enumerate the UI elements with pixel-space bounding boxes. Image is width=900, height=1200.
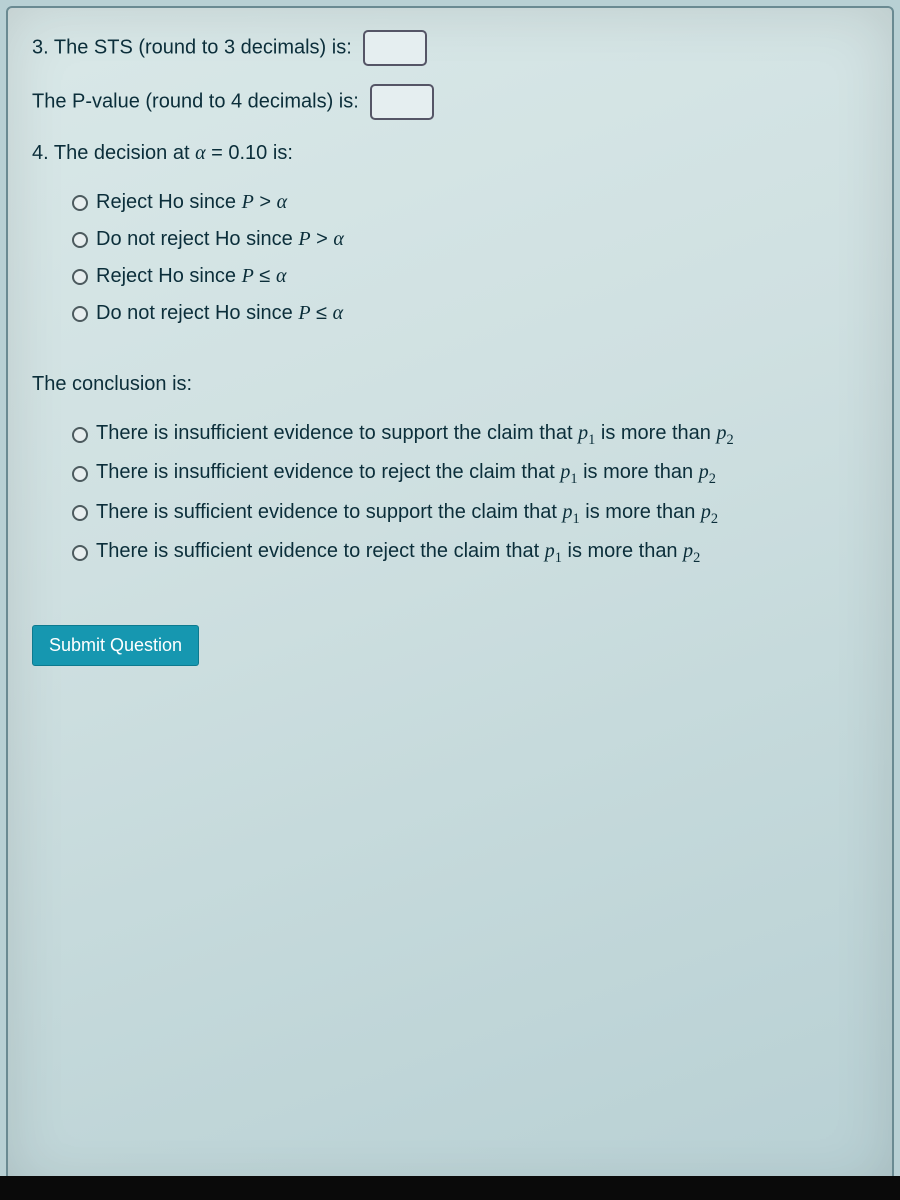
decision-radio-1[interactable] xyxy=(72,195,88,211)
conclusion-radio-2[interactable] xyxy=(72,466,88,482)
conclusion-radio-1[interactable] xyxy=(72,427,88,443)
conclusion-option-2-label: There is insufficient evidence to reject… xyxy=(96,457,716,490)
conclusion-radio-3[interactable] xyxy=(72,505,88,521)
decision-option-2[interactable]: Do not reject Ho since P > α xyxy=(72,224,868,255)
conclusion-option-2[interactable]: There is insufficient evidence to reject… xyxy=(72,457,868,490)
pvalue-row: The P-value (round to 4 decimals) is: xyxy=(32,84,868,120)
sts-row: 3. The STS (round to 3 decimals) is: xyxy=(32,30,868,66)
decision-option-3[interactable]: Reject Ho since P ≤ α xyxy=(72,261,868,292)
pvalue-input[interactable] xyxy=(370,84,434,120)
question-panel: 3. The STS (round to 3 decimals) is: The… xyxy=(6,6,894,1194)
decision-options: Reject Ho since P > α Do not reject Ho s… xyxy=(32,187,868,329)
decision-equals: = xyxy=(206,142,229,164)
bottom-bar xyxy=(0,1176,900,1200)
pvalue-label: The P-value (round to 4 decimals) is: xyxy=(32,90,359,112)
conclusion-radio-4[interactable] xyxy=(72,545,88,561)
alpha-value: 0.10 xyxy=(228,142,267,164)
conclusion-option-3-label: There is sufficient evidence to support … xyxy=(96,497,718,530)
decision-option-2-label: Do not reject Ho since P > α xyxy=(96,224,344,255)
sts-input[interactable] xyxy=(363,30,427,66)
decision-radio-2[interactable] xyxy=(72,232,88,248)
decision-radio-4[interactable] xyxy=(72,306,88,322)
conclusion-options: There is insufficient evidence to suppor… xyxy=(32,418,868,569)
alpha-symbol: α xyxy=(195,142,206,164)
conclusion-option-4[interactable]: There is sufficient evidence to reject t… xyxy=(72,536,868,569)
conclusion-option-1[interactable]: There is insufficient evidence to suppor… xyxy=(72,418,868,451)
decision-prefix: 4. The decision at xyxy=(32,142,195,164)
decision-option-3-label: Reject Ho since P ≤ α xyxy=(96,261,286,292)
sts-label: 3. The STS (round to 3 decimals) is: xyxy=(32,36,352,58)
decision-prompt: 4. The decision at α = 0.10 is: xyxy=(32,138,868,169)
conclusion-option-1-label: There is insufficient evidence to suppor… xyxy=(96,418,734,451)
submit-button[interactable]: Submit Question xyxy=(32,625,199,666)
decision-radio-3[interactable] xyxy=(72,269,88,285)
decision-option-1-label: Reject Ho since P > α xyxy=(96,187,287,218)
conclusion-prompt: The conclusion is: xyxy=(32,369,868,400)
decision-option-4[interactable]: Do not reject Ho since P ≤ α xyxy=(72,298,868,329)
decision-option-1[interactable]: Reject Ho since P > α xyxy=(72,187,868,218)
decision-suffix: is: xyxy=(267,142,293,164)
decision-option-4-label: Do not reject Ho since P ≤ α xyxy=(96,298,343,329)
conclusion-option-4-label: There is sufficient evidence to reject t… xyxy=(96,536,700,569)
conclusion-option-3[interactable]: There is sufficient evidence to support … xyxy=(72,497,868,530)
